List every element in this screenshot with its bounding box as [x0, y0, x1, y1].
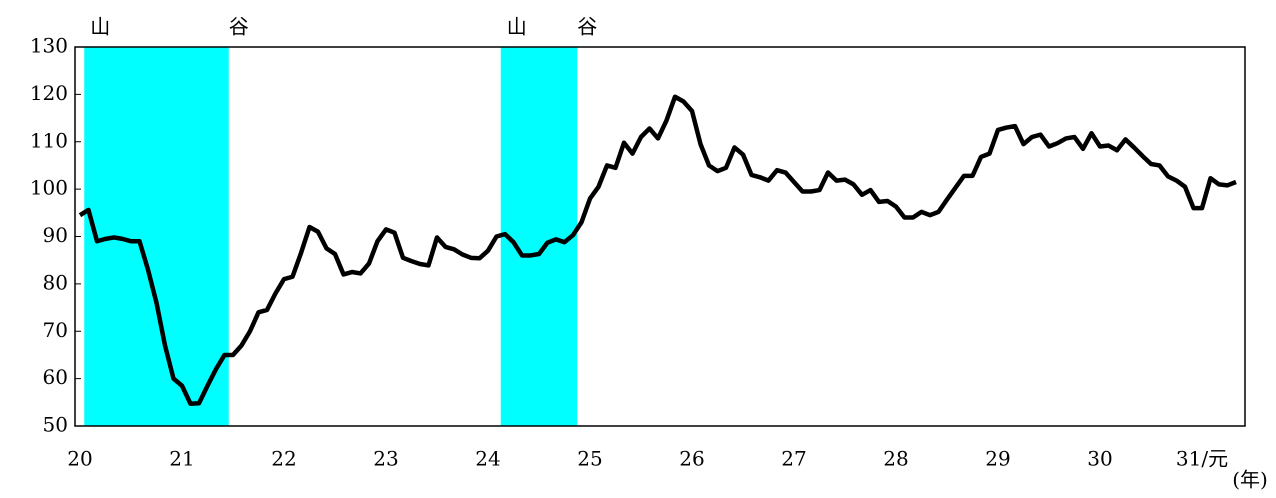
x-tick-label: 22 — [271, 447, 296, 471]
x-tick-label: 24 — [475, 447, 500, 471]
y-tick-label: 80 — [43, 270, 68, 294]
y-tick-label: 90 — [43, 223, 68, 247]
shaded-period — [500, 47, 578, 426]
x-tick-label: 31/元 — [1176, 447, 1228, 471]
x-tick-label: 21 — [169, 447, 194, 471]
x-tick-label: 26 — [679, 447, 704, 471]
period-label: 谷 — [577, 15, 597, 39]
y-tick-label: 120 — [30, 81, 68, 105]
x-axis-label: (年) — [1232, 468, 1268, 492]
x-tick-label: 27 — [781, 447, 806, 471]
y-tick-label: 70 — [43, 318, 68, 342]
period-label: 山 — [90, 15, 110, 39]
y-tick-label: 100 — [30, 176, 68, 200]
y-tick-label: 50 — [43, 413, 68, 437]
period-label: 谷 — [229, 15, 249, 39]
x-tick-label: 23 — [373, 447, 398, 471]
y-tick-label: 130 — [30, 34, 68, 58]
plot-frame — [74, 46, 1246, 427]
x-tick-label: 28 — [883, 447, 908, 471]
x-tick-label: 25 — [577, 447, 602, 471]
y-tick-label: 110 — [30, 128, 68, 152]
x-tick-label: 29 — [985, 447, 1010, 471]
x-tick-label: 20 — [67, 447, 92, 471]
period-label: 山 — [507, 15, 527, 39]
shaded-period — [84, 47, 229, 426]
x-tick-label: 30 — [1087, 447, 1112, 471]
y-tick-label: 60 — [43, 365, 68, 389]
data-line — [78, 94, 1237, 406]
